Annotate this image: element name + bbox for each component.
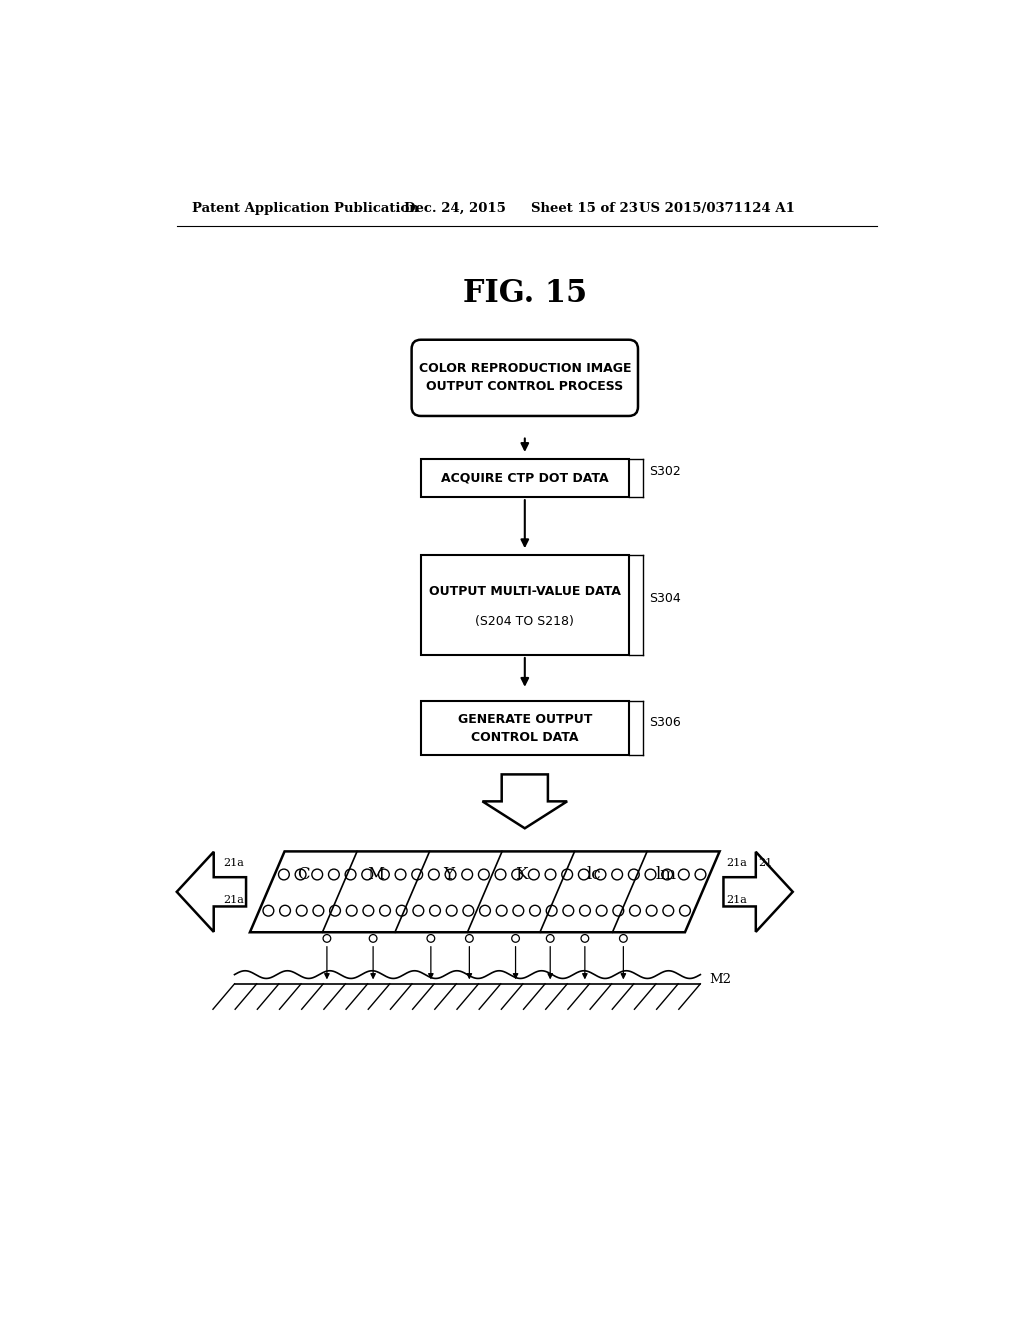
Polygon shape (250, 851, 720, 932)
Text: GENERATE OUTPUT
CONTROL DATA: GENERATE OUTPUT CONTROL DATA (458, 713, 592, 743)
Text: M2: M2 (710, 973, 731, 986)
Text: C: C (297, 866, 310, 883)
Text: ACQUIRE CTP DOT DATA: ACQUIRE CTP DOT DATA (441, 471, 608, 484)
Text: Dec. 24, 2015: Dec. 24, 2015 (403, 202, 506, 215)
Text: S304: S304 (649, 593, 681, 606)
Text: COLOR REPRODUCTION IMAGE
OUTPUT CONTROL PROCESS: COLOR REPRODUCTION IMAGE OUTPUT CONTROL … (419, 363, 631, 393)
Text: 21a: 21a (726, 858, 746, 869)
Bar (421, 554, 629, 655)
Polygon shape (482, 775, 567, 829)
Polygon shape (177, 851, 246, 932)
Text: M: M (368, 866, 385, 883)
Text: 21a: 21a (223, 858, 245, 869)
Text: S306: S306 (649, 715, 681, 729)
FancyBboxPatch shape (412, 339, 638, 416)
Text: S302: S302 (649, 465, 681, 478)
Text: K: K (515, 866, 527, 883)
Text: Sheet 15 of 23: Sheet 15 of 23 (531, 202, 638, 215)
Bar (421, 459, 629, 498)
Text: 21a: 21a (726, 895, 746, 904)
Text: lm: lm (655, 866, 677, 883)
Text: OUTPUT MULTI-VALUE DATA: OUTPUT MULTI-VALUE DATA (429, 585, 621, 598)
Text: lc: lc (586, 866, 601, 883)
Text: Patent Application Publication: Patent Application Publication (193, 202, 419, 215)
Text: (S204 TO S218): (S204 TO S218) (475, 615, 574, 628)
Text: FIG. 15: FIG. 15 (463, 277, 587, 309)
Text: 21: 21 (758, 858, 772, 869)
Text: 21a: 21a (223, 895, 245, 904)
Bar (421, 701, 629, 755)
Text: Y: Y (443, 866, 454, 883)
Text: US 2015/0371124 A1: US 2015/0371124 A1 (639, 202, 795, 215)
Polygon shape (724, 851, 793, 932)
